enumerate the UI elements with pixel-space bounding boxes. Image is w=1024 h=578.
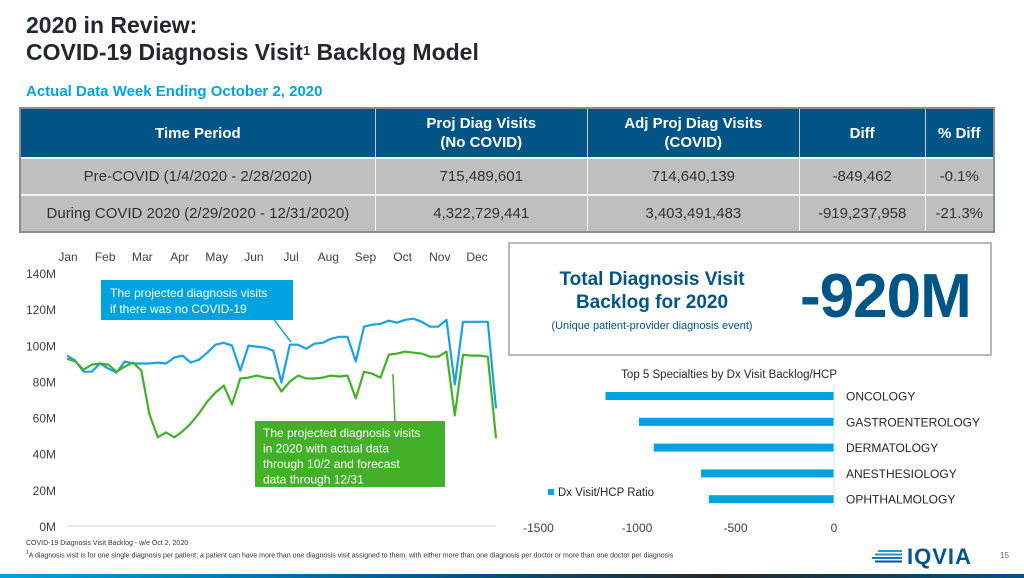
y-tick-label: 120M <box>26 303 56 317</box>
bar-chart-title: Top 5 Specialties by Dx Visit Backlog/HC… <box>621 369 837 381</box>
x-tick-label: Feb <box>95 250 116 264</box>
category-label: ONCOLOGY <box>846 390 915 404</box>
callout-box <box>101 280 293 320</box>
x-tick-label: Sep <box>355 250 377 264</box>
iqvia-logo: IQVIA <box>872 544 972 570</box>
x-tick-label: Aug <box>318 250 339 264</box>
bar <box>708 495 834 504</box>
x-tick-label: -500 <box>723 521 747 535</box>
cell-time-period: During COVID 2020 (2/29/2020 - 12/31/202… <box>21 194 376 231</box>
x-tick-label: May <box>205 250 228 264</box>
series-line-no-covid <box>66 317 498 409</box>
category-label: GASTROENTEROLOGY <box>846 415 980 429</box>
bottom-rule <box>0 574 1024 578</box>
kpi-note: (Unique patient-provider diagnosis event… <box>551 320 753 332</box>
slide-subtitle: Actual Data Week Ending October 2, 2020 <box>26 83 323 100</box>
legend-label: Dx Visit/HCP Ratio <box>558 487 654 499</box>
y-tick-label: 0M <box>39 520 56 534</box>
y-tick-label: 60M <box>33 412 56 426</box>
category-label: ANESTHESIOLOGY <box>846 467 957 481</box>
callout-covid: The projected diagnosis visits in 2020 wi… <box>255 421 445 487</box>
col-header-proj-no-covid: Proj Diag Visits (No COVID) <box>375 109 588 158</box>
y-tick-label: 140M <box>26 267 56 281</box>
title-line-2-post: Backlog Model <box>310 39 479 65</box>
table-row: During COVID 2020 (2/29/2020 - 12/31/202… <box>21 194 993 231</box>
x-tick-label: Jun <box>244 250 263 264</box>
cell-pct-diff: -0.1% <box>925 157 993 195</box>
x-tick-label: -1500 <box>523 521 554 535</box>
col-header-adj-proj-covid: Adj Proj Diag Visits (COVID) <box>587 109 800 158</box>
title-line-1: 2020 in Review: <box>26 12 198 38</box>
callout-connector-covid <box>392 373 396 424</box>
category-label: DERMATOLOGY <box>846 441 938 455</box>
cell-proj-no-covid: 715,489,601 <box>375 157 588 195</box>
x-tick-label: 0 <box>831 521 838 535</box>
y-tick-label: 80M <box>33 375 56 389</box>
y-tick-label: 20M <box>33 484 56 498</box>
col-header-diff: Diff <box>799 109 926 158</box>
footer-source: COVID-19 Diagnosis Visit Backlog - w/e O… <box>26 540 189 547</box>
callout-text-line: through 10/2 and forecast <box>263 457 400 471</box>
bar <box>638 417 834 426</box>
footnote-marker: 1 <box>302 43 311 58</box>
bar <box>653 443 834 452</box>
logo-text: IQVIA <box>907 544 972 569</box>
callout-box <box>255 421 445 487</box>
bar <box>605 392 834 400</box>
kpi-value: -920M <box>800 262 972 331</box>
slide-title: 2020 in Review: COVID-19 Diagnosis Visit… <box>26 12 479 66</box>
title-line-2-pre: COVID-19 Diagnosis Visit <box>26 39 303 65</box>
iqvia-logo-mark-icon <box>872 550 902 563</box>
page-number: 15 <box>1000 551 1009 560</box>
cell-proj-no-covid: 4,322,729,441 <box>375 194 588 231</box>
table-header-row: Time Period Proj Diag Visits (No COVID) A… <box>21 109 993 158</box>
series-line-covid <box>66 350 498 439</box>
specialties-bar-chart: Top 5 Specialties by Dx Visit Backlog/HC… <box>523 369 980 535</box>
bar <box>701 469 834 478</box>
callout-text-line: if there was no COVID-19 <box>110 302 247 316</box>
kpi-label: Total Diagnosis Visit Backlog for 2020 <box>559 269 745 313</box>
y-tick-label: 40M <box>33 448 56 462</box>
callout-text-line: in 2020 with actual data <box>263 442 389 456</box>
x-tick-label: Oct <box>393 250 412 264</box>
col-header-pct-diff: % Diff <box>925 109 993 158</box>
callout-text-line: The projected diagnosis visits <box>263 426 420 440</box>
x-tick-label: Dec <box>466 250 487 264</box>
x-tick-label: Nov <box>429 250 450 264</box>
cell-pct-diff: -21.3% <box>925 194 993 231</box>
callout-text-line: The projected diagnosis visits <box>110 286 267 300</box>
summary-table: Time Period Proj Diag Visits (No COVID) A… <box>21 109 993 231</box>
x-tick-label: Mar <box>132 250 153 264</box>
x-tick-label: Apr <box>170 250 189 264</box>
callout-no-covid: The projected diagnosis visits if there w… <box>101 280 293 320</box>
x-tick-label: Jul <box>283 250 298 264</box>
cell-time-period: Pre-COVID (1/4/2020 - 2/28/2020) <box>21 157 376 195</box>
cell-diff: -919,237,958 <box>799 194 926 231</box>
col-header-time-period: Time Period <box>21 109 376 158</box>
callout-text-line: data through 12/31 <box>263 473 364 487</box>
kpi-card: Total Diagnosis Visit Backlog for 2020 (… <box>508 242 992 356</box>
title-line-2: COVID-19 Diagnosis Visit1 Backlog Model <box>26 39 479 66</box>
cell-adj-proj-covid: 714,640,139 <box>587 157 800 195</box>
x-tick-label: Jan <box>58 250 77 264</box>
y-tick-label: 100M <box>26 339 56 353</box>
cell-diff: -849,462 <box>799 157 926 195</box>
category-label: OPHTHALMOLOGY <box>846 493 955 507</box>
x-tick-label: -1000 <box>622 521 653 535</box>
footer-footnote: 1A diagnosis visit is for one single dia… <box>26 550 674 560</box>
cell-adj-proj-covid: 3,403,491,483 <box>587 194 800 231</box>
legend-swatch <box>548 489 554 495</box>
table-row: Pre-COVID (1/4/2020 - 2/28/2020) 715,489… <box>21 157 993 195</box>
